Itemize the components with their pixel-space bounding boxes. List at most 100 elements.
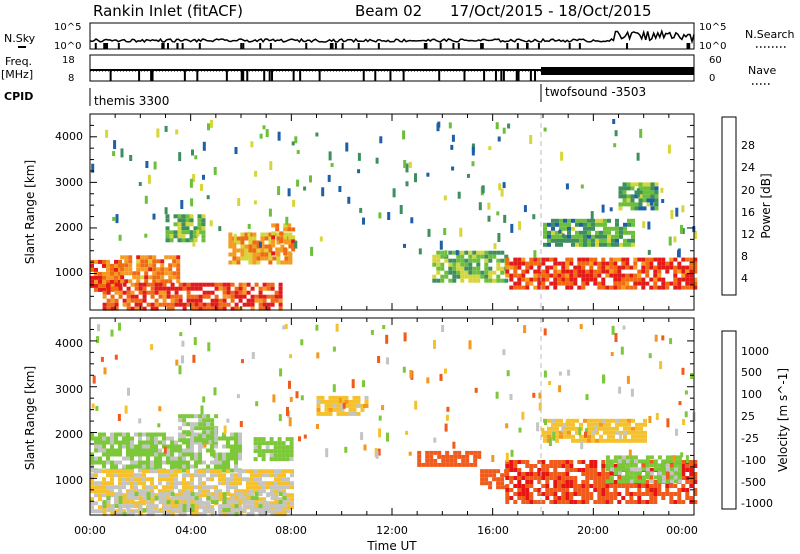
power-echo-cell [271, 243, 276, 248]
velocity-echo-cell [611, 438, 615, 443]
velocity-echo-cell [665, 484, 670, 488]
power-echo-cell [537, 269, 542, 274]
velocity-echo-cell [328, 411, 333, 416]
power-echo-cell [250, 294, 255, 299]
velocity-echo-cell [621, 475, 626, 480]
power-echo-cell [513, 281, 518, 286]
velocity-echo-cell [615, 438, 619, 443]
power-echo-cell [122, 290, 127, 295]
velocity-echo-cell [194, 504, 199, 509]
velocity-echo-cell [122, 473, 126, 478]
velocity-echo-cell [246, 504, 251, 509]
velocity-echo-cell [605, 463, 610, 468]
velocity-echo-cell [603, 426, 607, 431]
velocity-scatter-cell [523, 325, 527, 334]
velocity-echo-cell [174, 473, 178, 478]
power-scatter-cell [247, 223, 251, 229]
power-echo-cell [646, 198, 651, 203]
power-echo-cell [190, 306, 195, 311]
power-echo-cell [165, 230, 170, 235]
power-scatter-cell [565, 183, 569, 190]
velocity-echo-cell [238, 436, 242, 441]
velocity-echo-cell [170, 477, 174, 482]
power-echo-cell [591, 218, 595, 223]
velocity-echo-cell [258, 473, 262, 478]
velocity-echo-cell [557, 488, 562, 492]
power-scatter-cell [303, 186, 307, 191]
velocity-echo-cell [154, 469, 158, 474]
velocity-scatter-cell [509, 394, 513, 400]
velocity-echo-cell [142, 448, 146, 453]
power-echo-cell [545, 277, 550, 282]
power-scatter-cell [262, 125, 266, 130]
velocity-echo-cell [270, 469, 274, 474]
velocity-scatter-cell [619, 433, 623, 440]
power-echo-cell [136, 271, 141, 276]
velocity-echo-cell [194, 456, 198, 461]
power-echo-cell [236, 240, 241, 245]
velocity-scatter-cell [150, 344, 154, 351]
power-echo-cell [653, 265, 658, 270]
power-scatter-cell [309, 175, 312, 183]
velocity-echo-cell [206, 492, 211, 497]
power-echo-cell [629, 285, 634, 290]
velocity-echo-cell [118, 473, 122, 478]
power-echo-cell [275, 223, 280, 228]
velocity-ytick-1000: 1000 [55, 474, 83, 487]
power-echo-cell [246, 282, 251, 287]
power-scatter-cell [277, 186, 281, 196]
power-echo-cell [500, 250, 505, 255]
velocity-echo-cell [569, 464, 574, 468]
velocity-scatter-cell [100, 356, 104, 362]
power-echo-cell [146, 282, 151, 287]
velocity-echo-cell [269, 457, 274, 462]
power-echo-cell [222, 298, 227, 303]
velocity-echo-cell [356, 403, 361, 408]
velocity-echo-cell [142, 485, 146, 490]
velocity-echo-cell [597, 500, 602, 504]
power-echo-cell [106, 282, 111, 287]
velocity-echo-cell [649, 455, 654, 460]
velocity-echo-cell [565, 492, 570, 496]
power-echo-cell [256, 252, 261, 257]
power-echo-cell [228, 260, 233, 265]
power-echo-cell [222, 282, 227, 287]
power-scatter-cell [144, 233, 148, 238]
velocity-echo-cell [210, 430, 215, 435]
velocity-echo-cell [194, 460, 198, 465]
power-scatter-cell [250, 141, 254, 148]
velocity-echo-cell [262, 473, 266, 478]
velocity-echo-cell [290, 485, 294, 490]
velocity-echo-cell [537, 500, 542, 504]
power-echo-cell [555, 230, 559, 235]
velocity-echo-cell [186, 481, 190, 486]
velocity-echo-cell [158, 448, 162, 453]
velocity-echo-cell [106, 492, 111, 497]
power-echo-cell [194, 298, 199, 303]
power-echo-cell [189, 222, 194, 227]
velocity-echo-cell [517, 480, 522, 484]
velocity-echo-cell [505, 484, 510, 488]
power-echo-cell [496, 258, 501, 263]
power-scatter-cell [192, 242, 196, 247]
power-echo-cell [513, 261, 518, 266]
power-scatter-cell [426, 172, 430, 177]
velocity-echo-cell [154, 485, 158, 490]
power-echo-cell [649, 261, 654, 266]
power-echo-cell [638, 190, 643, 195]
power-echo-cell [681, 277, 686, 282]
velocity-echo-cell [266, 473, 270, 478]
power-echo-cell [144, 271, 149, 276]
velocity-echo-cell [657, 479, 662, 484]
velocity-echo-cell [278, 489, 282, 494]
power-scatter-cell [529, 135, 533, 144]
power-echo-cell [525, 261, 530, 266]
velocity-echo-cell [273, 453, 278, 458]
power-echo-cell [638, 206, 643, 211]
velocity-echo-cell [665, 488, 670, 492]
power-echo-cell [218, 298, 223, 303]
velocity-echo-cell [633, 475, 638, 480]
power-echo-cell [468, 262, 473, 267]
power-echo-cell [436, 258, 441, 263]
velocity-echo-cell [533, 472, 538, 476]
